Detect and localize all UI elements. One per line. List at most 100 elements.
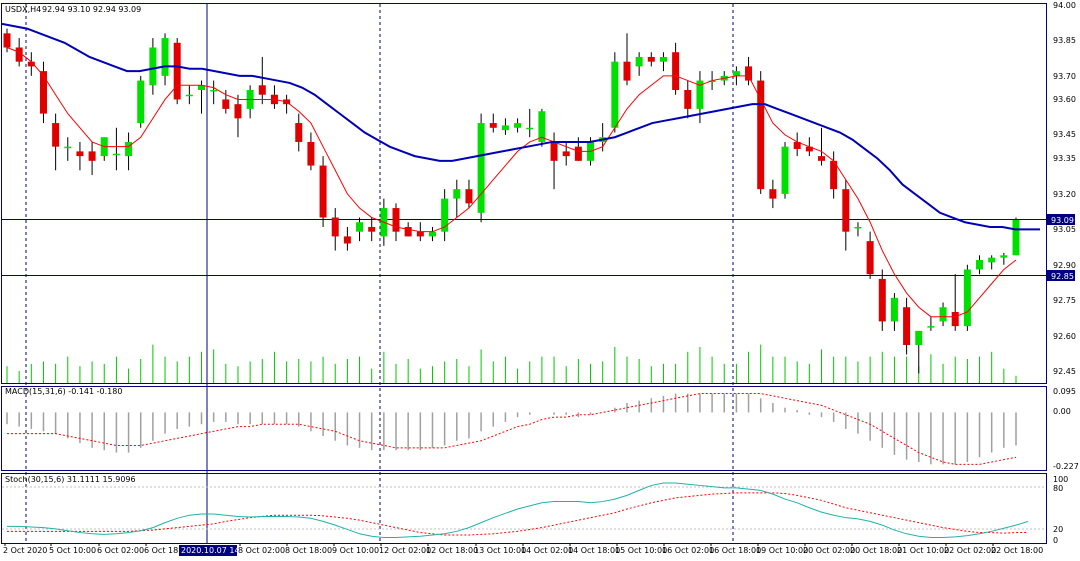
candle-body	[27, 61, 35, 67]
time-tick-label: 14 Oct 18:00	[568, 546, 620, 555]
candle-body	[489, 123, 497, 128]
candle-body	[76, 151, 84, 157]
candle-body	[428, 231, 436, 237]
candle-body	[64, 146, 72, 149]
candle-body	[368, 226, 376, 232]
time-tick-label: 9 Oct 10:00	[332, 546, 379, 555]
price-tick-label: 93.20	[1053, 190, 1076, 199]
stoch-axis: 100 80 20 0	[1053, 475, 1068, 545]
candle-body	[161, 38, 169, 76]
panel-frames	[1, 3, 1047, 544]
candle-body	[198, 85, 206, 91]
time-tick-label: 6 Oct 18:00	[144, 546, 191, 555]
candle-body	[112, 153, 120, 156]
candle-body	[1000, 255, 1008, 258]
candle-body	[963, 269, 971, 327]
candle-body	[538, 111, 546, 142]
candle-body	[356, 222, 364, 232]
macd-histogram	[6, 393, 1017, 465]
candle-body	[976, 260, 984, 270]
time-tick-label: 22 Oct 02:00	[944, 546, 996, 555]
candle-body	[514, 123, 522, 128]
time-tick-label: 2 Oct 2020	[3, 546, 47, 555]
price-tick-label: 94.00	[1053, 1, 1076, 10]
candle-body	[210, 90, 218, 92]
candle-body	[234, 104, 242, 119]
macd-signal-line	[7, 393, 1017, 465]
stoch-tick-label: 100	[1053, 475, 1068, 484]
macd-panel-frame	[1, 386, 1047, 471]
candle-body	[684, 90, 692, 109]
candle-body	[659, 56, 667, 62]
crosshair-time-tag-bg	[179, 545, 237, 556]
candle-body	[295, 123, 303, 142]
time-tick-label: 20 Oct 02:00	[803, 546, 855, 555]
ma-slow-line	[1, 22, 1040, 231]
candle-body	[343, 236, 351, 244]
price-tick-label: 92.90	[1053, 261, 1076, 270]
stoch-tick-label: 0	[1053, 536, 1058, 545]
candle-body	[125, 141, 133, 157]
candle-body	[149, 47, 157, 86]
time-tick-label: 21 Oct 10:00	[897, 546, 949, 555]
stoch-panel-frame	[1, 473, 1047, 544]
crosshair-price-tag: 92.85	[1051, 272, 1074, 281]
volume-bars	[6, 344, 1017, 383]
candle-body	[781, 146, 789, 194]
candle-body	[88, 151, 96, 161]
candle-body	[635, 56, 643, 67]
price-tick-label: 93.60	[1053, 95, 1076, 104]
time-tick-label: 12 Oct 18:00	[426, 546, 478, 555]
candle-body	[939, 307, 947, 322]
crosshair-time-tag: 2020.10.07 14:00	[181, 546, 252, 555]
macd-tick-label: 0.00	[1053, 407, 1071, 416]
candle-body	[307, 141, 315, 166]
candle-body	[477, 123, 485, 213]
candle-body	[258, 85, 266, 95]
candle-body	[878, 278, 886, 322]
candle-body	[222, 99, 230, 109]
candle-body	[745, 66, 753, 81]
ohlc-readout: 92.94 93.10 92.94 93.09	[42, 5, 141, 14]
candle-body	[441, 198, 449, 232]
candle-body	[392, 208, 400, 232]
candle-body	[915, 330, 923, 346]
crosshair-price-tag-bg	[1047, 270, 1075, 281]
candle-body	[866, 241, 874, 275]
candle-body	[647, 56, 655, 62]
stoch-label: Stoch(30,15,6) 31.1111 15.9096	[5, 475, 136, 484]
time-tick-label: 19 Oct 10:00	[756, 546, 808, 555]
candle-body	[988, 257, 996, 263]
price-tick-label: 92.75	[1053, 296, 1076, 305]
candle-body	[830, 160, 838, 190]
price-tick-label: 93.35	[1053, 154, 1076, 163]
stoch-levels	[2, 486, 1046, 530]
candle-body	[319, 165, 327, 218]
candle-body	[708, 80, 716, 83]
candle-body	[817, 156, 825, 161]
time-tick-label: 13 Oct 10:00	[474, 546, 526, 555]
stoch-tick-label: 20	[1053, 525, 1063, 534]
candle-body	[927, 326, 935, 328]
time-tick-label: 15 Oct 10:00	[615, 546, 667, 555]
current-price-tag: 93.09	[1051, 216, 1074, 225]
candle-body	[842, 189, 850, 232]
candle-body	[854, 226, 862, 229]
candle-body	[550, 141, 558, 161]
candle-body	[574, 146, 582, 161]
candle-body	[39, 71, 47, 114]
time-tick-label: 8 Oct 18:00	[285, 546, 332, 555]
candle-body	[173, 42, 181, 100]
candle-body	[769, 189, 777, 199]
time-axis: 2 Oct 2020 5 Oct 10:00 6 Oct 02:00 6 Oct 18…	[3, 543, 1043, 556]
price-tick-label: 93.70	[1053, 72, 1076, 81]
time-tick-label: 16 Oct 02:00	[662, 546, 714, 555]
candle-body	[805, 146, 813, 152]
symbol-timeframe: USDX,H4	[5, 5, 41, 14]
macd-tick-label: 0.095	[1053, 387, 1076, 396]
time-tick-label: 22 Oct 18:00	[991, 546, 1043, 555]
candle-body	[331, 217, 339, 237]
macd-label: MACD(15,31,6) -0.141 -0.180	[5, 387, 122, 396]
candle-body	[137, 80, 145, 124]
